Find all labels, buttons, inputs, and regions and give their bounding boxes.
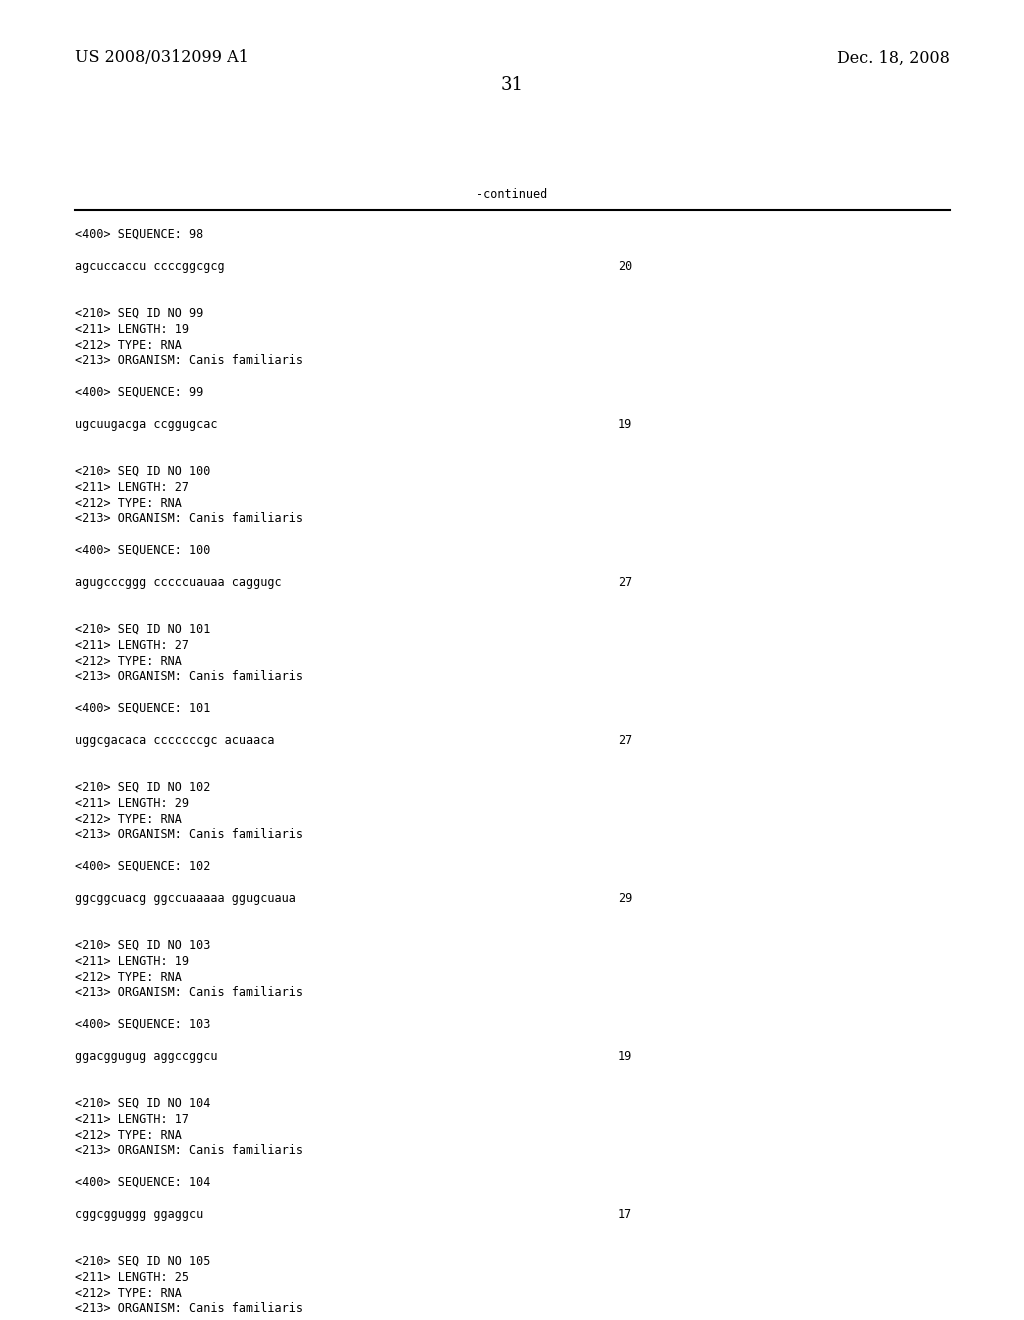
Text: <211> LENGTH: 19: <211> LENGTH: 19 xyxy=(75,323,189,335)
Text: 27: 27 xyxy=(618,576,632,589)
Text: <212> TYPE: RNA: <212> TYPE: RNA xyxy=(75,970,182,983)
Text: ggcggcuacg ggccuaaaaa ggugcuaua: ggcggcuacg ggccuaaaaa ggugcuaua xyxy=(75,891,296,904)
Text: ugcuugacga ccggugcac: ugcuugacga ccggugcac xyxy=(75,417,217,430)
Text: <400> SEQUENCE: 99: <400> SEQUENCE: 99 xyxy=(75,385,203,399)
Text: <211> LENGTH: 27: <211> LENGTH: 27 xyxy=(75,639,189,652)
Text: <400> SEQUENCE: 102: <400> SEQUENCE: 102 xyxy=(75,861,210,873)
Text: <212> TYPE: RNA: <212> TYPE: RNA xyxy=(75,813,182,825)
Text: <210> SEQ ID NO 104: <210> SEQ ID NO 104 xyxy=(75,1097,210,1110)
Text: <213> ORGANISM: Canis familiaris: <213> ORGANISM: Canis familiaris xyxy=(75,829,303,841)
Text: <210> SEQ ID NO 105: <210> SEQ ID NO 105 xyxy=(75,1255,210,1269)
Text: <212> TYPE: RNA: <212> TYPE: RNA xyxy=(75,1287,182,1300)
Text: <213> ORGANISM: Canis familiaris: <213> ORGANISM: Canis familiaris xyxy=(75,1303,303,1316)
Text: <210> SEQ ID NO 99: <210> SEQ ID NO 99 xyxy=(75,308,203,319)
Text: <212> TYPE: RNA: <212> TYPE: RNA xyxy=(75,1129,182,1142)
Text: <213> ORGANISM: Canis familiaris: <213> ORGANISM: Canis familiaris xyxy=(75,512,303,525)
Text: <400> SEQUENCE: 98: <400> SEQUENCE: 98 xyxy=(75,228,203,242)
Text: <211> LENGTH: 27: <211> LENGTH: 27 xyxy=(75,480,189,494)
Text: <212> TYPE: RNA: <212> TYPE: RNA xyxy=(75,339,182,351)
Text: <211> LENGTH: 17: <211> LENGTH: 17 xyxy=(75,1113,189,1126)
Text: 20: 20 xyxy=(618,260,632,273)
Text: <400> SEQUENCE: 103: <400> SEQUENCE: 103 xyxy=(75,1018,210,1031)
Text: agugcccggg cccccuauaa caggugc: agugcccggg cccccuauaa caggugc xyxy=(75,576,282,589)
Text: cggcgguggg ggaggcu: cggcgguggg ggaggcu xyxy=(75,1208,203,1221)
Text: 19: 19 xyxy=(618,1049,632,1063)
Text: <400> SEQUENCE: 104: <400> SEQUENCE: 104 xyxy=(75,1176,210,1189)
Text: <211> LENGTH: 29: <211> LENGTH: 29 xyxy=(75,797,189,809)
Text: <212> TYPE: RNA: <212> TYPE: RNA xyxy=(75,496,182,510)
Text: uggcgacaca cccccccgc acuaaca: uggcgacaca cccccccgc acuaaca xyxy=(75,734,274,747)
Text: <210> SEQ ID NO 103: <210> SEQ ID NO 103 xyxy=(75,939,210,952)
Text: 31: 31 xyxy=(501,77,523,94)
Text: ggacggugug aggccggcu: ggacggugug aggccggcu xyxy=(75,1049,217,1063)
Text: Dec. 18, 2008: Dec. 18, 2008 xyxy=(838,49,950,66)
Text: <212> TYPE: RNA: <212> TYPE: RNA xyxy=(75,655,182,668)
Text: <213> ORGANISM: Canis familiaris: <213> ORGANISM: Canis familiaris xyxy=(75,1144,303,1158)
Text: 29: 29 xyxy=(618,891,632,904)
Text: <211> LENGTH: 25: <211> LENGTH: 25 xyxy=(75,1271,189,1284)
Text: <213> ORGANISM: Canis familiaris: <213> ORGANISM: Canis familiaris xyxy=(75,354,303,367)
Text: 19: 19 xyxy=(618,417,632,430)
Text: 17: 17 xyxy=(618,1208,632,1221)
Text: <211> LENGTH: 19: <211> LENGTH: 19 xyxy=(75,954,189,968)
Text: <213> ORGANISM: Canis familiaris: <213> ORGANISM: Canis familiaris xyxy=(75,986,303,999)
Text: <210> SEQ ID NO 100: <210> SEQ ID NO 100 xyxy=(75,465,210,478)
Text: <213> ORGANISM: Canis familiaris: <213> ORGANISM: Canis familiaris xyxy=(75,671,303,684)
Text: <400> SEQUENCE: 101: <400> SEQUENCE: 101 xyxy=(75,702,210,715)
Text: 27: 27 xyxy=(618,734,632,747)
Text: <400> SEQUENCE: 100: <400> SEQUENCE: 100 xyxy=(75,544,210,557)
Text: <210> SEQ ID NO 101: <210> SEQ ID NO 101 xyxy=(75,623,210,636)
Text: US 2008/0312099 A1: US 2008/0312099 A1 xyxy=(75,49,249,66)
Text: agcuccaccu ccccggcgcg: agcuccaccu ccccggcgcg xyxy=(75,260,224,273)
Text: <210> SEQ ID NO 102: <210> SEQ ID NO 102 xyxy=(75,781,210,795)
Text: -continued: -continued xyxy=(476,189,548,202)
